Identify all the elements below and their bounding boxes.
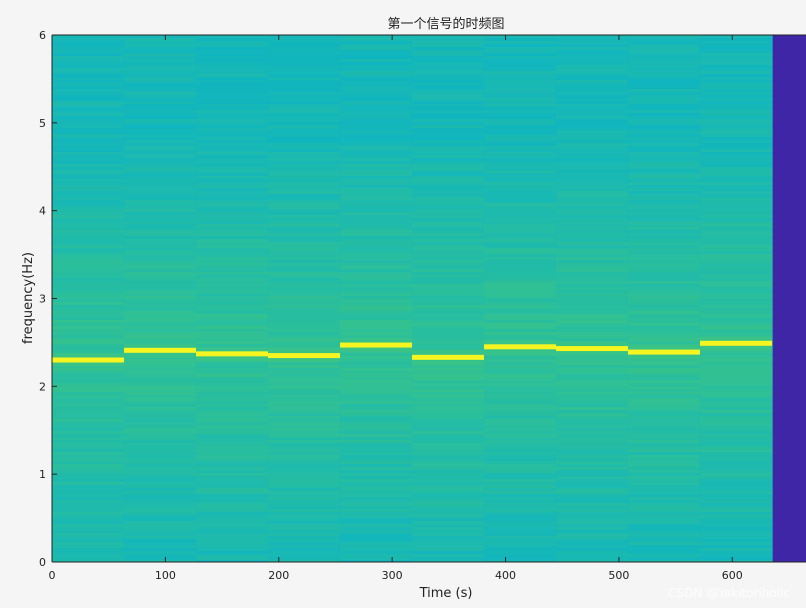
x-tick-label: 500 <box>608 569 629 582</box>
y-tick-label: 5 <box>39 117 46 130</box>
x-tick-label: 200 <box>268 569 289 582</box>
segment-peak-line <box>339 342 412 348</box>
y-ticks: 0 1 2 3 4 5 6 <box>39 29 57 569</box>
x-tick-label: 100 <box>155 569 176 582</box>
segment-peak-line <box>627 349 700 355</box>
segment-4 <box>267 35 341 562</box>
segment-3 <box>195 35 269 562</box>
segment-6 <box>411 35 485 562</box>
empty-region <box>771 35 806 562</box>
plot-area <box>52 35 806 562</box>
segment-peak-line <box>52 357 124 363</box>
segment-1 <box>52 35 125 562</box>
segment-peak-line <box>483 344 556 350</box>
watermark-text: CSDN @Yakitoriholic <box>668 586 790 600</box>
segment-7 <box>483 35 557 562</box>
y-tick-label: 3 <box>39 293 46 306</box>
segment-peak-line <box>195 351 268 357</box>
x-tick-label: 400 <box>495 569 516 582</box>
y-tick-label: 1 <box>39 468 46 481</box>
segment-peak-line <box>555 346 628 352</box>
segment-peak-line <box>123 347 196 353</box>
segment-peak-line <box>267 353 340 359</box>
y-tick-label: 6 <box>39 29 46 42</box>
segment-peak-line <box>699 340 772 346</box>
x-tick-label: 0 <box>49 569 56 582</box>
segment-peak-line <box>411 354 484 360</box>
y-tick-label: 4 <box>39 205 46 218</box>
segment-10 <box>699 35 773 562</box>
y-axis-label: frequency(Hz) <box>21 252 36 344</box>
y-tick-label: 0 <box>39 556 46 569</box>
chart-title: 第一个信号的时频图 <box>387 16 504 32</box>
segment-9 <box>627 35 701 562</box>
x-tick-label: 300 <box>382 569 403 582</box>
x-ticks: 0 100 200 300 400 500 600 <box>49 35 743 582</box>
segment-8 <box>555 35 629 562</box>
segment-2 <box>123 35 197 562</box>
y-tick-label: 2 <box>39 380 46 393</box>
x-tick-label: 600 <box>722 569 743 582</box>
segment-5 <box>339 35 413 562</box>
x-axis-label: Time (s) <box>419 586 473 601</box>
